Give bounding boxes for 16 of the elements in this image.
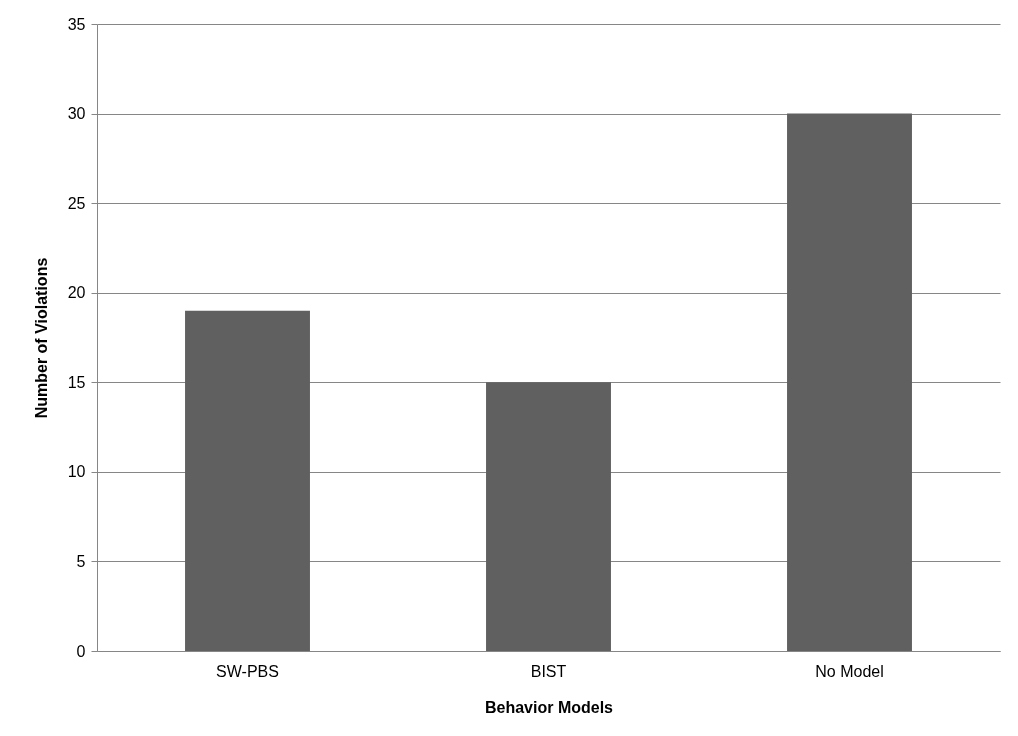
y-tick-label: 30 [67,105,86,123]
y-tick-label: 35 [67,15,86,33]
y-tick-label: 0 [76,642,86,660]
x-tick-label: SW-PBS [216,662,279,680]
y-tick-label: 15 [67,373,86,391]
bar [185,310,310,651]
y-tick-label: 5 [76,552,86,570]
x-axis-title: Behavior Models [484,698,614,716]
bar [486,382,611,651]
y-axis-title: Number of Violations [32,257,50,419]
bar [787,113,912,651]
y-tick-label: 10 [67,463,86,481]
y-tick-label: 25 [67,194,86,212]
y-tick-label: 20 [67,284,86,302]
x-tick-label: No Model [815,662,884,680]
x-tick-label: BIST [530,662,567,680]
